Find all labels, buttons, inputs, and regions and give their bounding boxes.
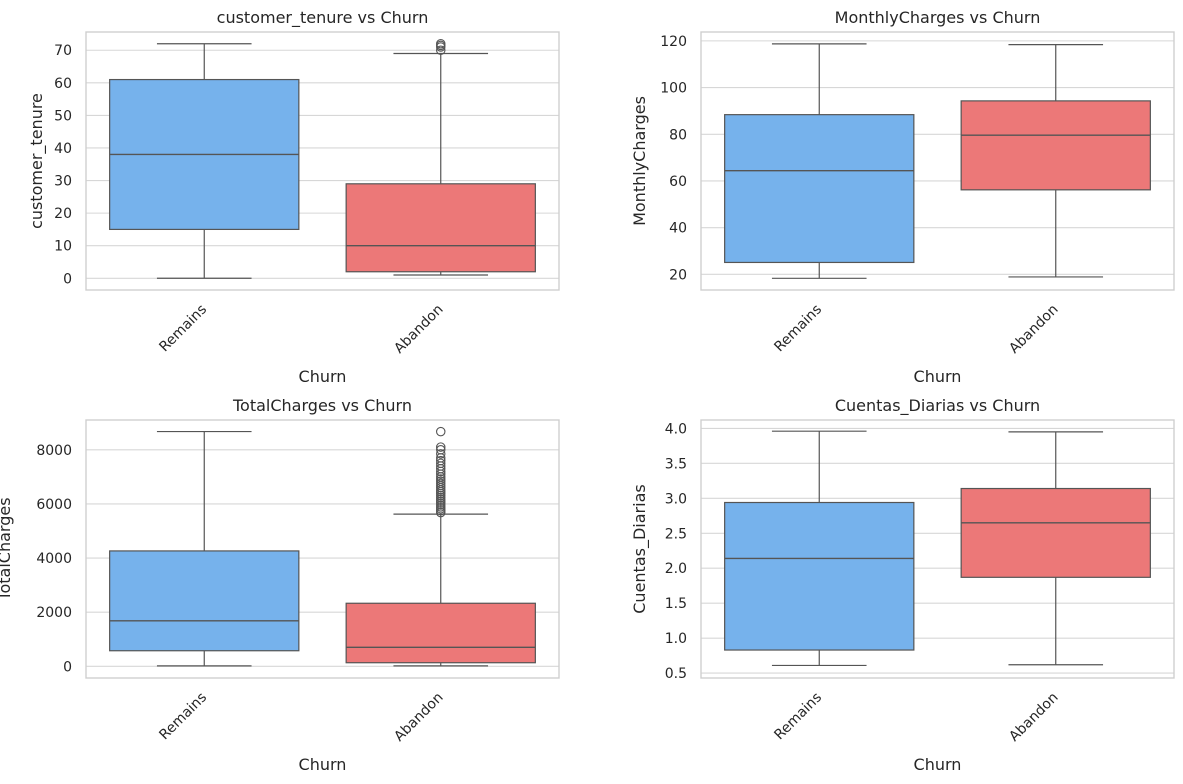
y-tick-label: 2.5 [665,526,687,542]
y-tick-label: 10 [54,239,72,255]
box-remains [724,114,915,264]
y-tick-label: 40 [54,141,72,157]
y-tick-label: 0 [63,271,72,287]
x-axis-label: Churn [299,367,347,386]
y-tick-label: 4.0 [665,421,687,437]
x-tick-label: Abandon [1006,690,1061,745]
y-tick-label: 60 [54,76,72,92]
axes-frame [85,419,560,679]
y-axis-label: MonthlyCharges [630,96,649,226]
box-abandon [960,487,1151,578]
y-tick-label: 8000 [36,443,72,459]
y-tick-label: 0 [63,659,72,675]
outlier-point [435,442,446,452]
chart-title: TotalCharges vs Churn [232,396,412,415]
axes-frame [700,31,1175,291]
x-axis-label: Churn [914,367,962,386]
chart-title: MonthlyCharges vs Churn [835,8,1041,27]
outlier-point [435,455,446,466]
y-tick-label: 3.5 [665,456,687,472]
x-axis-label: Churn [299,755,347,774]
box-remains [109,550,300,652]
y-tick-label: 80 [669,127,687,143]
outlier-point [435,445,446,455]
y-tick-label: 2.0 [665,561,687,577]
y-tick-label: 30 [54,174,72,190]
outlier-point [435,458,446,469]
y-tick-label: 100 [660,81,687,97]
x-tick-label: Remains [771,690,825,744]
panel-4: 0.5 1.0 1.5 2.0 2.5 3.0 3.5 4.0 Remains Abandon Cu… [630,396,1175,774]
y-axis-label: TotalCharges [0,497,14,601]
y-tick-label: 40 [669,221,687,237]
x-tick-label: Abandon [391,302,446,357]
axes-frame [85,31,560,291]
y-tick-label: 4000 [36,551,72,567]
outlier-point [435,426,446,437]
y-tick-label: 70 [54,43,72,59]
y-tick-label: 20 [669,267,687,283]
y-tick-label: 3.0 [665,491,687,507]
y-tick-label: 2000 [36,605,72,621]
y-tick-label: 120 [660,34,687,50]
y-tick-label: 0.5 [665,666,687,682]
panel-2: 20 40 60 80 100 120 Remains Abandon MonthlyCharg… [630,8,1175,386]
x-tick-label: Abandon [1006,302,1061,357]
chart-title: customer_tenure vs Churn [217,8,429,28]
y-tick-label: 1.0 [665,631,687,647]
panel-3: 0 2000 4000 6000 8000 Remains Abandon TotalChar… [0,396,560,774]
panel-1: 0 10 20 30 40 50 60 70 Remains Abandon customer_te… [27,8,560,386]
box-abandon [345,183,536,273]
y-axis-label: Cuentas_Diarias [630,484,650,613]
outlier-point [435,449,446,459]
x-axis-label: Churn [914,755,962,774]
y-tick-label: 60 [669,174,687,190]
chart-title: Cuentas_Diarias vs Churn [835,396,1040,416]
box-abandon [345,602,536,664]
y-tick-label: 20 [54,206,72,222]
x-tick-label: Remains [156,690,210,744]
x-tick-label: Abandon [391,690,446,745]
x-tick-label: Remains [771,302,825,356]
outlier-point [435,38,446,49]
y-tick-label: 1.5 [665,596,687,612]
y-tick-label: 50 [54,108,72,124]
axes-frame [700,419,1175,679]
box-remains [724,501,915,651]
y-axis-label: customer_tenure [27,93,47,229]
y-tick-label: 6000 [36,497,72,513]
x-tick-label: Remains [156,302,210,356]
outlier-point [435,45,446,55]
box-abandon [960,100,1151,191]
